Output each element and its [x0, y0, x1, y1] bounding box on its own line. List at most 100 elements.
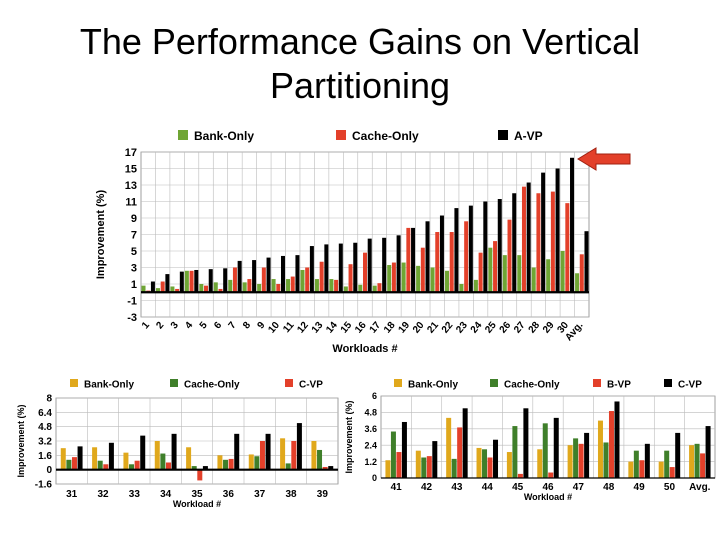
- bar-a-vp-30: [570, 157, 575, 293]
- x-tick-label: 42: [421, 482, 433, 493]
- x-tick-label: 35: [191, 489, 203, 500]
- bar-a-vp-7: [237, 260, 242, 293]
- x-tick-label: 22: [440, 320, 456, 336]
- bar-bank-only-48: [597, 420, 603, 478]
- slide-title: The Performance Gains on Vertical Partit…: [0, 20, 720, 108]
- x-tick-label: 11: [281, 320, 297, 336]
- bar-cache-only-41: [390, 431, 396, 478]
- x-axis-title: Workload #: [524, 492, 572, 502]
- bar-cache-only-25: [493, 241, 498, 293]
- bar-a-vp-12: [309, 246, 314, 293]
- bar-bank-only-3: [170, 286, 175, 293]
- y-tick-label: 1.6: [38, 451, 52, 462]
- bar-bank-only-31: [60, 448, 66, 470]
- bar-cache-only-24: [478, 252, 483, 293]
- legend-label: C-VP: [678, 380, 702, 391]
- legend-swatch: [170, 379, 178, 387]
- bar-a-vp-16: [367, 238, 372, 293]
- bar-cache-only-2: [160, 281, 165, 293]
- x-tick-label: 29: [541, 320, 557, 336]
- x-tick-label: 17: [368, 320, 384, 336]
- bar-cache-only-18: [391, 262, 396, 293]
- x-axis-title: Workload #: [173, 499, 221, 509]
- bar-bank-only-44: [476, 447, 482, 478]
- bar-bank-only-50: [658, 461, 664, 478]
- bar-c-vp-34: [171, 433, 177, 470]
- bar-c-vp-41: [401, 421, 407, 478]
- bar-bank-only-11: [286, 279, 291, 293]
- x-tick-label: 6: [212, 320, 224, 332]
- x-tick-label: 38: [285, 489, 297, 500]
- legend-label: A-VP: [514, 129, 543, 143]
- y-tick-label: 6: [372, 391, 377, 401]
- slide-title-line2: Partitioning: [269, 65, 451, 106]
- bar-a-vp-14: [338, 243, 343, 293]
- bar-b-vp-45: [517, 473, 523, 478]
- bar-c-vp-43: [462, 408, 468, 478]
- bar-a-vp-10: [280, 255, 285, 293]
- bar-cache-only-9: [261, 267, 266, 293]
- y-tick-label: 4.8: [364, 408, 377, 418]
- bar-c-vp-32: [108, 442, 114, 470]
- bar-cache-only-7: [232, 267, 237, 293]
- bar-bank-only-5: [199, 284, 204, 293]
- bar-cache-only-34: [160, 453, 166, 470]
- y-tick-label: 3: [131, 262, 137, 274]
- legend-swatch: [593, 379, 601, 387]
- y-tick-label: 7: [131, 229, 137, 241]
- bar-bank-only-16: [358, 284, 363, 293]
- legend-swatch: [336, 130, 346, 140]
- y-tick-label: 1.2: [364, 457, 377, 467]
- bar-c-vp-33: [134, 460, 140, 470]
- legend-swatch: [498, 130, 508, 140]
- bar-c-vp-42: [432, 441, 438, 478]
- x-tick-label: 36: [223, 489, 235, 500]
- bar-bank-only-38: [280, 438, 286, 470]
- bar-c-vp-46: [553, 417, 559, 478]
- bar-c-vp-38: [296, 423, 302, 470]
- bar-bank-only-9: [257, 284, 262, 293]
- bar-c-vp-31: [77, 446, 83, 470]
- bar-a-vp-9: [266, 257, 271, 293]
- bar-bank-only-15: [343, 286, 348, 293]
- bar-a-vp-19: [411, 227, 416, 293]
- y-tick-label: -1.6: [35, 480, 53, 491]
- bar-b-vp-avg: [700, 453, 706, 478]
- bar-bank-only-14: [329, 279, 334, 293]
- bar-a-vp-23: [468, 205, 473, 293]
- x-tick-label: 24: [469, 320, 485, 336]
- bar-cache-only-23: [464, 221, 469, 293]
- bar-c-vp-36: [228, 458, 234, 470]
- bar-bank-only-18: [387, 265, 392, 293]
- bar-cache-only-49: [633, 450, 639, 478]
- x-tick-label: 32: [97, 489, 109, 500]
- bar-cache-only-27: [521, 186, 526, 293]
- x-tick-label: 12: [295, 320, 311, 336]
- bar-c-vp-34: [165, 462, 171, 470]
- bar-a-vp-29: [555, 168, 560, 293]
- bar-b-vp-41: [396, 452, 402, 478]
- bar-bank-only-35: [186, 447, 192, 470]
- x-tick-label: 16: [353, 320, 369, 336]
- bar-a-vp-8: [252, 260, 257, 293]
- legend-swatch: [490, 379, 498, 387]
- bar-c-vp-50: [675, 432, 681, 478]
- x-tick-label: 8: [241, 320, 253, 332]
- y-axis-title: Improvement (%): [16, 404, 26, 477]
- bar-c-vp-38: [291, 441, 297, 470]
- legend-label: Cache-Only: [184, 380, 240, 391]
- y-axis-title: Improvement (%): [344, 400, 354, 473]
- x-tick-label: 44: [482, 482, 494, 493]
- bar-c-vp-avg: [705, 426, 711, 478]
- bar-a-vp-5: [208, 269, 213, 293]
- y-tick-label: -1: [127, 295, 137, 307]
- bar-b-vp-44: [487, 457, 493, 478]
- bar-cache-only-32: [97, 460, 103, 470]
- bar-b-vp-43: [457, 427, 463, 478]
- y-tick-label: 17: [125, 147, 137, 159]
- bar-bank-only-26: [502, 255, 507, 293]
- bar-bank-only-29: [546, 259, 551, 293]
- bar-c-vp-35: [202, 466, 208, 470]
- bar-bank-only-25: [488, 247, 493, 293]
- bar-cache-only-10: [276, 284, 281, 293]
